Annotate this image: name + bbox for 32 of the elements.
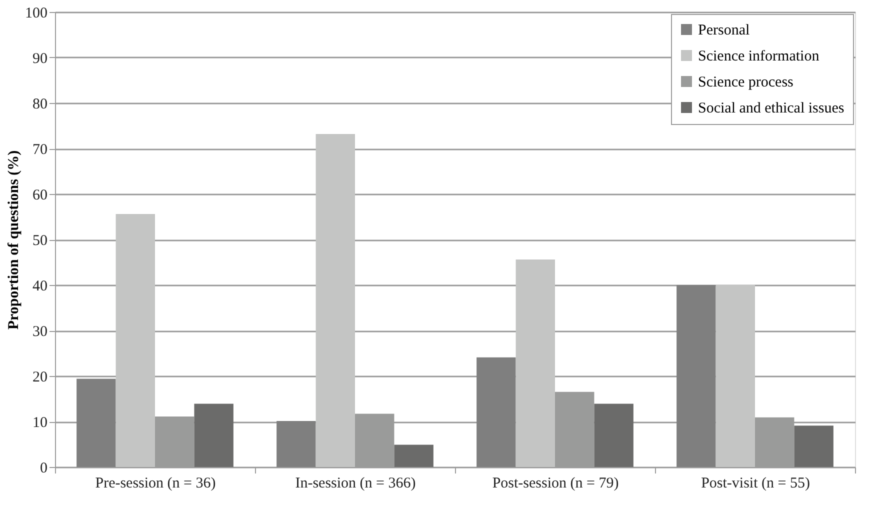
y-tick-label: 0 — [40, 460, 48, 476]
x-tick-label: In-session (n = 366) — [295, 476, 416, 492]
bar — [676, 285, 716, 467]
bar — [476, 357, 516, 467]
bar — [316, 134, 355, 467]
bar — [394, 444, 434, 467]
bar — [516, 260, 555, 467]
y-tick-label: 60 — [32, 188, 48, 204]
bar — [716, 285, 755, 467]
y-tick-label: 70 — [32, 142, 48, 158]
legend-label: Personal — [698, 22, 750, 38]
x-tick-label: Post-visit (n = 55) — [701, 476, 810, 492]
bar — [116, 214, 155, 467]
y-tick-label: 80 — [32, 96, 48, 112]
y-tick-label: 30 — [32, 324, 48, 340]
y-tick-label: 90 — [32, 51, 48, 67]
legend-label: Social and ethical issues — [698, 100, 844, 116]
y-axis-title: Proportion of questions (%) — [6, 150, 22, 330]
bar — [794, 426, 834, 467]
y-tick-label: 20 — [32, 370, 48, 386]
legend-label: Science information — [698, 48, 820, 64]
y-tick-label: 10 — [32, 415, 48, 431]
x-tick-label: Post-session (n = 79) — [492, 476, 619, 492]
bar — [76, 378, 116, 467]
y-tick-label: 40 — [32, 278, 48, 294]
bar — [194, 404, 234, 467]
legend-label: Science process — [698, 74, 794, 90]
y-tick-label: 50 — [32, 233, 48, 249]
x-tick-label: Pre-session (n = 36) — [95, 476, 216, 492]
bar — [594, 404, 634, 467]
bar — [276, 421, 316, 467]
y-tick-label: 100 — [25, 6, 48, 22]
